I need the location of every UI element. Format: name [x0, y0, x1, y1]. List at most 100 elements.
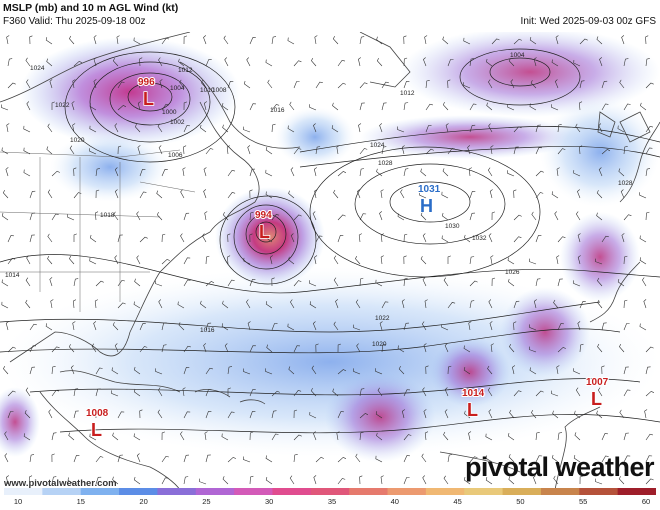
wind-barb — [447, 148, 456, 155]
wind-barb — [573, 170, 581, 177]
wind-barb — [293, 345, 301, 353]
wind-barb — [183, 125, 190, 133]
wind-barb — [645, 35, 649, 45]
wind-barb — [293, 409, 298, 419]
wind-barb — [288, 256, 295, 265]
wind-barb — [271, 433, 279, 441]
wind-barb — [51, 170, 60, 177]
isobar-label: 1022 — [55, 102, 70, 109]
wind-barb — [156, 211, 163, 221]
wind-barb — [598, 167, 603, 177]
wind-barb — [183, 257, 191, 265]
colorbar-segment — [349, 488, 389, 495]
wind-barb — [381, 301, 389, 309]
wind-barb — [623, 255, 628, 265]
wind-barb — [227, 81, 234, 89]
wind-barb — [2, 189, 9, 199]
wind-barb — [29, 190, 36, 199]
wind-barb — [577, 321, 581, 331]
watermark-url[interactable]: www.pivotalweather.com — [4, 478, 117, 489]
wind-barb — [309, 104, 317, 111]
wind-barb — [379, 211, 383, 221]
wind-barb — [398, 366, 405, 375]
wind-barb — [468, 431, 472, 441]
wind-barb — [290, 299, 295, 309]
wind-shading — [0, 32, 660, 462]
init-time: Init: Wed 2025-09-03 00z GFS — [520, 16, 656, 27]
isobar-label: 1000 — [162, 109, 177, 116]
wind-barb — [293, 390, 302, 397]
isobar-label: 1020 — [70, 137, 85, 144]
wind-barb — [353, 368, 361, 375]
wind-barb — [205, 411, 212, 419]
wind-barb — [337, 343, 342, 353]
wind-barb — [403, 233, 408, 243]
wind-barb — [337, 369, 347, 375]
isobar-label: 1004 — [170, 85, 185, 92]
wind-barb — [312, 321, 317, 331]
wind-barb — [271, 410, 277, 419]
wind-barb — [375, 455, 383, 463]
wind-barb — [620, 189, 625, 199]
colorbar-segment — [464, 488, 504, 495]
wind-barb — [469, 280, 478, 287]
wind-barb — [112, 476, 119, 485]
wind-barb — [441, 235, 449, 243]
wind-barb — [403, 389, 411, 397]
wind-barb — [287, 323, 295, 331]
wind-barb — [95, 476, 102, 485]
wind-barb — [579, 80, 585, 89]
wind-barb — [95, 456, 104, 463]
wind-barb — [182, 387, 186, 397]
wind-barb — [161, 169, 168, 177]
wind-barb — [397, 126, 405, 133]
wind-barb — [1, 147, 9, 155]
wind-barb — [442, 168, 449, 177]
wind-barb — [95, 367, 103, 375]
wind-barb — [529, 367, 537, 375]
wind-barb — [444, 387, 449, 397]
wind-barb — [183, 454, 190, 463]
wind-barb — [95, 168, 100, 177]
wind-barb — [23, 169, 31, 177]
wind-barb — [4, 431, 9, 441]
wind-barb — [6, 475, 9, 485]
wind-barb — [114, 123, 119, 133]
wind-barb — [355, 299, 361, 309]
wind-barb — [359, 102, 365, 111]
wind-barb — [137, 101, 141, 111]
wind-barb — [513, 390, 522, 397]
wind-barb — [489, 321, 493, 331]
colorbar-tick-label: 15 — [77, 497, 85, 506]
wind-barb — [535, 278, 541, 287]
wind-barb — [267, 79, 273, 89]
wind-barb — [359, 82, 368, 89]
wind-barb — [358, 57, 361, 67]
wind-barb — [311, 365, 317, 375]
wind-barb — [645, 455, 653, 463]
colorbar-tick-label: 50 — [516, 497, 524, 506]
wind-barb — [29, 323, 37, 331]
wind-barb — [51, 432, 57, 441]
wind-barb — [25, 57, 31, 67]
high-symbol: H — [420, 196, 433, 216]
wind-barb — [158, 57, 163, 67]
colorbar-segment — [579, 488, 619, 495]
isobar-label: 1024 — [370, 142, 385, 149]
wind-barb — [535, 455, 543, 463]
wind-barb — [597, 387, 603, 397]
low-symbol: L — [467, 400, 478, 420]
wind-barb — [359, 36, 365, 45]
wind-barb — [422, 233, 427, 243]
wind-barb — [509, 409, 515, 419]
wind-barb — [551, 454, 559, 463]
high-center-atlantic: 1031 H — [417, 183, 442, 217]
wind-barb — [247, 145, 251, 155]
wind-barb — [359, 277, 364, 287]
wind-barb — [617, 125, 625, 133]
wind-barb — [73, 278, 79, 287]
wind-barb — [529, 346, 537, 353]
wind-barb — [112, 57, 119, 67]
isobar-label: 1028 — [618, 180, 633, 187]
